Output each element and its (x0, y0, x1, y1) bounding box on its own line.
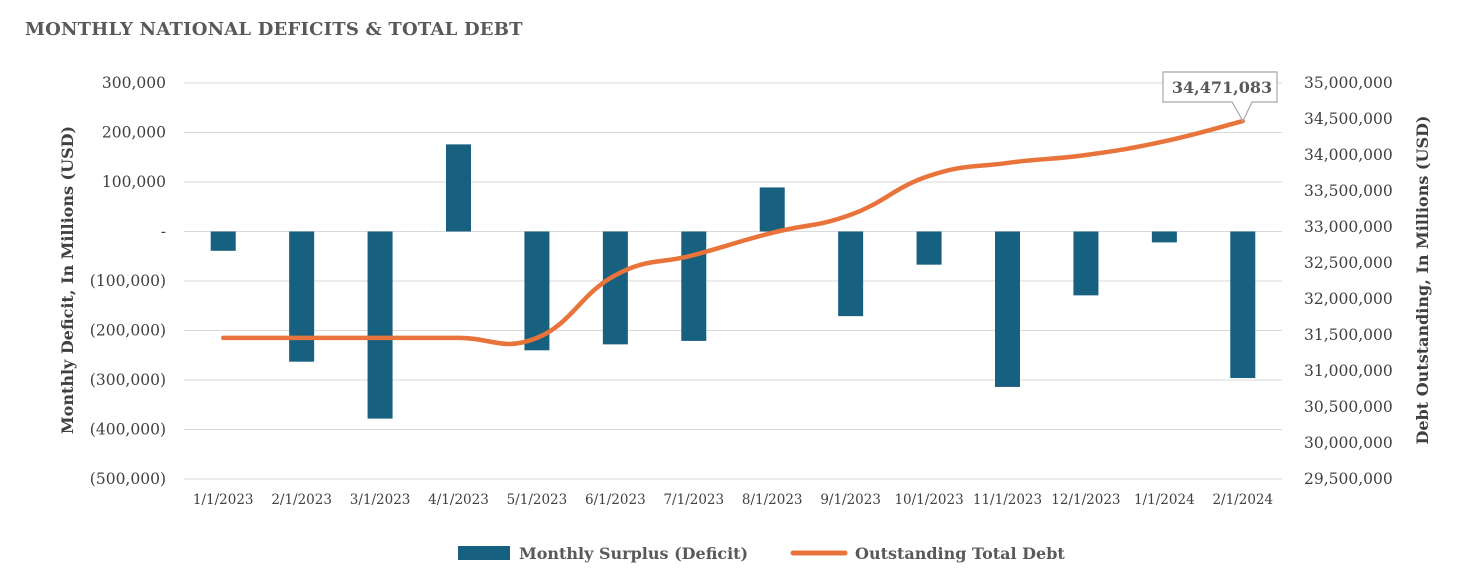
y-tick-label: (300,000) (90, 371, 166, 389)
y2-tick-label: 29,500,000 (1304, 470, 1393, 488)
x-tick-label: 8/1/2023 (742, 492, 803, 508)
callout-value: 34,471,083 (1172, 78, 1272, 97)
y2-tick-label: 32,500,000 (1304, 254, 1393, 272)
y2-tick-label: 33,500,000 (1304, 182, 1393, 200)
left-axis-ticks: 300,000 200,000 100,000 - (100,000) (200,000)… (90, 74, 166, 488)
x-tick-label: 2/1/2023 (271, 492, 332, 508)
y2-tick-label: 30,500,000 (1304, 398, 1393, 416)
y2-tick-label: 32,000,000 (1304, 290, 1393, 308)
y2-tick-label: 31,000,000 (1304, 362, 1393, 380)
bar (602, 231, 628, 345)
x-tick-label: 11/1/2023 (973, 492, 1042, 508)
bar (210, 231, 236, 251)
bar (759, 187, 785, 232)
x-tick-label: 4/1/2023 (428, 492, 489, 508)
bar (838, 231, 864, 317)
bar (1230, 231, 1256, 379)
callout-box (1162, 71, 1278, 123)
x-tick-label: 12/1/2023 (1051, 492, 1120, 508)
x-tick-label: 7/1/2023 (663, 492, 724, 508)
legend-swatch-bar (458, 546, 510, 560)
right-axis-title: Debt Outstanding, In Millions (USD) (1413, 116, 1432, 445)
x-tick-label: 6/1/2023 (585, 492, 646, 508)
bar-series (210, 144, 1256, 419)
x-tick-label: 2/1/2024 (1212, 492, 1273, 508)
right-axis-ticks: 35,000,000 34,500,000 34,000,000 33,500,000… (1304, 74, 1393, 488)
bar (681, 231, 707, 341)
x-tick-label: 1/1/2024 (1134, 492, 1195, 508)
left-axis-title: Monthly Deficit, In Millions (USD) (58, 126, 77, 434)
debt-callout: 34,471,083 (1162, 71, 1278, 123)
bar (446, 144, 471, 232)
x-tick-label: 10/1/2023 (894, 492, 963, 508)
y-tick-label: (400,000) (90, 421, 166, 439)
x-tick-label: 9/1/2023 (820, 492, 881, 508)
bar (367, 231, 393, 419)
y-tick-label: (500,000) (90, 470, 166, 488)
y2-tick-label: 35,000,000 (1304, 74, 1393, 92)
y-tick-label: - (161, 223, 166, 241)
y2-tick-label: 34,000,000 (1304, 146, 1393, 164)
y-tick-label: (200,000) (90, 322, 166, 340)
legend-label-line: Outstanding Total Debt (855, 544, 1065, 563)
x-tick-label: 5/1/2023 (507, 492, 568, 508)
bar (916, 231, 942, 265)
bar (1073, 231, 1099, 296)
y2-tick-label: 30,000,000 (1304, 434, 1393, 452)
y2-tick-label: 33,000,000 (1304, 218, 1393, 236)
y-tick-label: (100,000) (90, 272, 166, 290)
debt-line (220, 118, 1246, 347)
x-axis-ticks: 1/1/2023 2/1/2023 3/1/2023 4/1/2023 5/1/2023… (193, 492, 1273, 508)
legend: Monthly Surplus (Deficit) Outstanding To… (458, 544, 1065, 563)
x-tick-label: 3/1/2023 (350, 492, 411, 508)
chart-title: MONTHLY NATIONAL DEFICITS & TOTAL DEBT (25, 19, 523, 40)
bar (289, 231, 315, 362)
x-tick-label: 1/1/2023 (193, 492, 254, 508)
y2-tick-label: 31,500,000 (1304, 326, 1393, 344)
grid-lines (184, 82, 1282, 480)
bar (1151, 231, 1177, 243)
bar (995, 231, 1020, 387)
y2-tick-label: 34,500,000 (1304, 110, 1393, 128)
legend-label-bar: Monthly Surplus (Deficit) (519, 544, 748, 563)
y-tick-label: 100,000 (102, 173, 166, 191)
y-tick-label: 300,000 (102, 74, 166, 92)
bar (524, 231, 550, 351)
y-tick-label: 200,000 (102, 124, 166, 142)
